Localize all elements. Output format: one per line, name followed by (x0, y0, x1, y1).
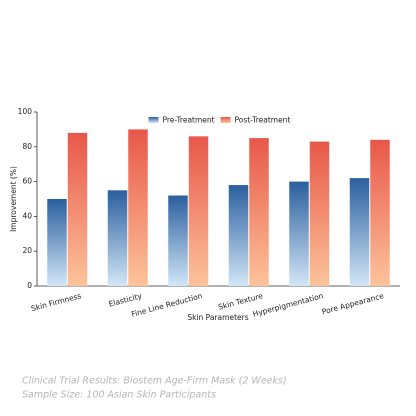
y-tick-label: 0 (27, 281, 32, 290)
y-axis-label: Improvement (%) (9, 166, 18, 232)
caption: Sample Size: 100 Asian Skin Participants (22, 390, 216, 401)
legend-swatch (220, 117, 231, 123)
bar (168, 195, 188, 286)
bar (349, 178, 370, 286)
y-tick-label: 60 (22, 177, 32, 186)
bar (47, 199, 67, 286)
legend-swatch (148, 117, 159, 123)
bar (309, 141, 330, 286)
x-axis-label: Skin Parameters (187, 313, 248, 322)
bar (128, 129, 148, 286)
bar (188, 136, 209, 286)
x-tick-label: Elasticity (108, 291, 144, 309)
bar (67, 132, 88, 286)
y-tick-label: 80 (22, 142, 32, 151)
bar (228, 185, 249, 286)
x-tick-label: Skin Firmness (30, 291, 82, 313)
y-tick-label: 100 (18, 107, 33, 116)
legend-label: Post-Treatment (235, 116, 291, 125)
y-tick-label: 20 (22, 246, 32, 255)
bar (370, 139, 390, 286)
x-tick-label: Hyperpigmentation (252, 291, 325, 319)
bar (249, 138, 269, 286)
legend-label: Pre-Treatment (163, 116, 215, 125)
x-tick-label: Pore Appearance (321, 291, 385, 316)
bar (289, 181, 309, 286)
y-tick-label: 40 (22, 211, 32, 220)
bar (107, 190, 128, 286)
caption: Clinical Trial Results: Biostem Age-Firm… (22, 376, 287, 387)
